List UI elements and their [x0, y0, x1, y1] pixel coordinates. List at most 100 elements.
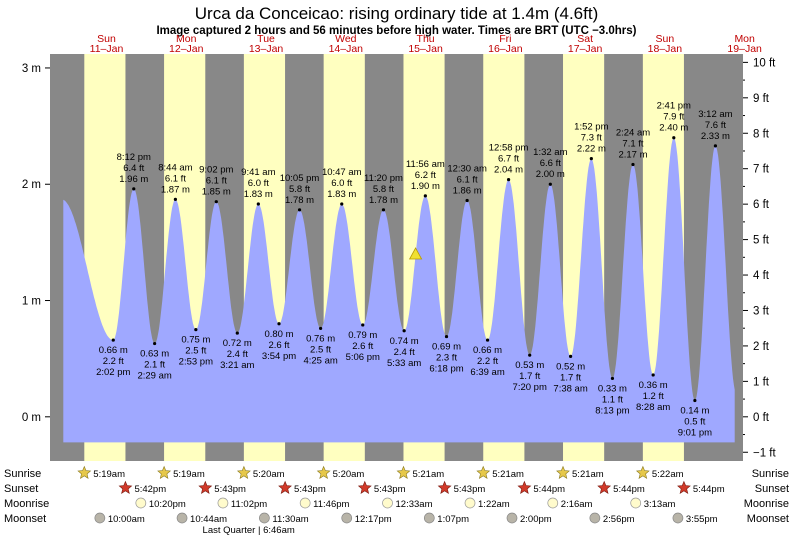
axes: 0 m 1 m 2 m 3 m −1 ft 0 ft 1 ft 2 ft 3 ft 4 ft 5 f…: [22, 57, 777, 459]
sunrise-row-label-right: Sunrise: [752, 468, 789, 480]
moonset-icon: [259, 512, 270, 524]
moonrise-time: 12:33am: [396, 499, 433, 510]
moonset-icon: [672, 512, 684, 524]
moonset-time: 1:07pm: [437, 514, 469, 525]
high-tide-label: 1.86 m: [453, 186, 482, 197]
high-tide-point: [340, 202, 344, 206]
sunset-time: 5:43pm: [454, 484, 486, 495]
high-tide-label: 1.78 m: [285, 195, 314, 206]
day-name-label: Sun: [97, 33, 116, 45]
low-tide-label: 2.1 ft: [144, 360, 165, 371]
high-tide-label: 10:05 pm: [280, 173, 320, 184]
low-tide-point: [361, 323, 365, 327]
low-tide-label: 8:13 pm: [595, 405, 629, 416]
low-tide-label: 0.5 ft: [684, 417, 705, 428]
y-tick-label-ft: 4 ft: [753, 270, 770, 282]
y-tick-label-ft: 0 ft: [753, 412, 770, 424]
high-tide-label: 6.6 ft: [540, 158, 561, 169]
high-tide-label: 1.87 m: [161, 184, 190, 195]
moonset-time: 2:00pm: [520, 514, 552, 525]
low-tide-label: 3:54 pm: [262, 351, 296, 362]
high-tide-point: [506, 177, 511, 182]
low-tide-label: 5:06 pm: [346, 352, 380, 363]
sunrise-time: 5:19am: [173, 469, 205, 480]
astro-row-labels: Sunrise Sunset Moonrise Moonset Sunrise …: [4, 468, 789, 525]
day-labels: Sun11–JanMon12–JanTue13–JanWed14–JanThu1…: [90, 33, 762, 55]
sunset-time: 5:43pm: [294, 484, 326, 495]
low-tide-point: [528, 353, 532, 357]
y-tick-label-m: 3 m: [22, 63, 41, 75]
low-tide-label: 2.6 ft: [352, 341, 373, 352]
sunrise-time: 5:21am: [412, 469, 444, 480]
y-tick-label-ft: 2 ft: [753, 341, 770, 353]
moonset-time: 11:30am: [272, 514, 308, 525]
moonrise-time: 11:02pm: [231, 499, 267, 510]
moonrise-time: 2:16am: [561, 499, 593, 510]
sunrise-time: 5:22am: [652, 469, 684, 480]
high-tide-point: [381, 208, 386, 212]
high-tide-label: 7.3 ft: [581, 133, 602, 144]
high-tide-label: 3:12 am: [698, 109, 732, 120]
low-tide-label: 0.76 m: [306, 333, 335, 344]
high-tide-label: 6.2 ft: [415, 170, 436, 181]
low-tide-label: 2.5 ft: [185, 346, 206, 357]
high-tide-label: 1.90 m: [411, 181, 440, 192]
tide-series-area: [63, 137, 735, 443]
low-tide-label: 2:29 am: [137, 371, 171, 382]
sunrise-icon: [556, 465, 570, 479]
high-tide-label: 9:02 pm: [199, 165, 233, 176]
moonrise-icon: [135, 497, 147, 509]
high-tide-point: [423, 194, 427, 198]
tide-labels: 0.66 m2.2 ft2:02 pm8:12 pm6.4 ft1.96 m0.…: [96, 101, 733, 439]
high-tide-point: [173, 197, 178, 201]
low-tide-point: [693, 398, 697, 403]
high-tide-label: 2.33 m: [701, 131, 730, 142]
low-tide-label: 0.33 m: [598, 383, 627, 394]
high-tide-label: 6.4 ft: [123, 163, 144, 174]
high-tide-label: 1.85 m: [202, 187, 231, 198]
y-tick-label-ft: −1 ft: [753, 447, 777, 459]
moonrise-time: 11:46pm: [313, 499, 349, 510]
high-tide-label: 6.0 ft: [331, 178, 352, 189]
low-tide-label: 4:25 am: [303, 355, 337, 366]
moonset-time: 10:44am: [190, 514, 227, 525]
low-tide-point: [194, 327, 198, 332]
high-tide-label: 12:30 am: [447, 164, 487, 175]
low-tide-label: 1.7 ft: [519, 371, 540, 382]
low-tide-label: 0.53 m: [515, 360, 544, 371]
sunrise-icon: [236, 465, 251, 479]
y-tick-label-m: 2 m: [22, 179, 41, 191]
sunset-icon: [278, 480, 292, 494]
moonrise-row-label-left: Moonrise: [4, 498, 49, 510]
sunrise-icon: [77, 465, 92, 479]
high-tide-label: 1:32 am: [533, 147, 567, 158]
low-tide-label: 1.7 ft: [560, 372, 581, 383]
moonrise-icon: [630, 497, 642, 509]
sunset-time: 5:44pm: [693, 484, 725, 495]
sunset-time: 5:43pm: [374, 484, 406, 495]
sunrise-time: 5:19am: [93, 469, 125, 480]
moonrise-icon: [547, 497, 559, 509]
high-tide-point: [214, 200, 218, 204]
high-tide-label: 1.78 m: [369, 195, 398, 206]
day-date-label: 17–Jan: [568, 43, 603, 55]
high-tide-label: 7.9 ft: [663, 112, 684, 123]
day-name-label: Sun: [656, 33, 675, 45]
day-date-label: 13–Jan: [249, 43, 284, 55]
sunrise-row-label-left: Sunrise: [4, 468, 41, 480]
sunset-icon: [677, 480, 691, 494]
day-name-label: Wed: [335, 33, 357, 45]
sunset-icon: [198, 480, 213, 494]
y-tick-label-ft: 1 ft: [753, 376, 770, 388]
sunrise-icon: [476, 465, 491, 479]
low-tide-label: 2.2 ft: [103, 356, 124, 367]
low-tide-label: 0.66 m: [473, 345, 502, 356]
high-tide-label: 2.04 m: [494, 165, 523, 176]
low-tide-label: 7:20 pm: [513, 382, 547, 393]
y-tick-label-ft: 5 ft: [753, 235, 770, 247]
day-name-label: Thu: [417, 33, 435, 45]
day-name-label: Tue: [257, 33, 275, 45]
low-tide-label: 0.14 m: [680, 406, 709, 417]
high-tide-label: 7.1 ft: [622, 138, 643, 149]
